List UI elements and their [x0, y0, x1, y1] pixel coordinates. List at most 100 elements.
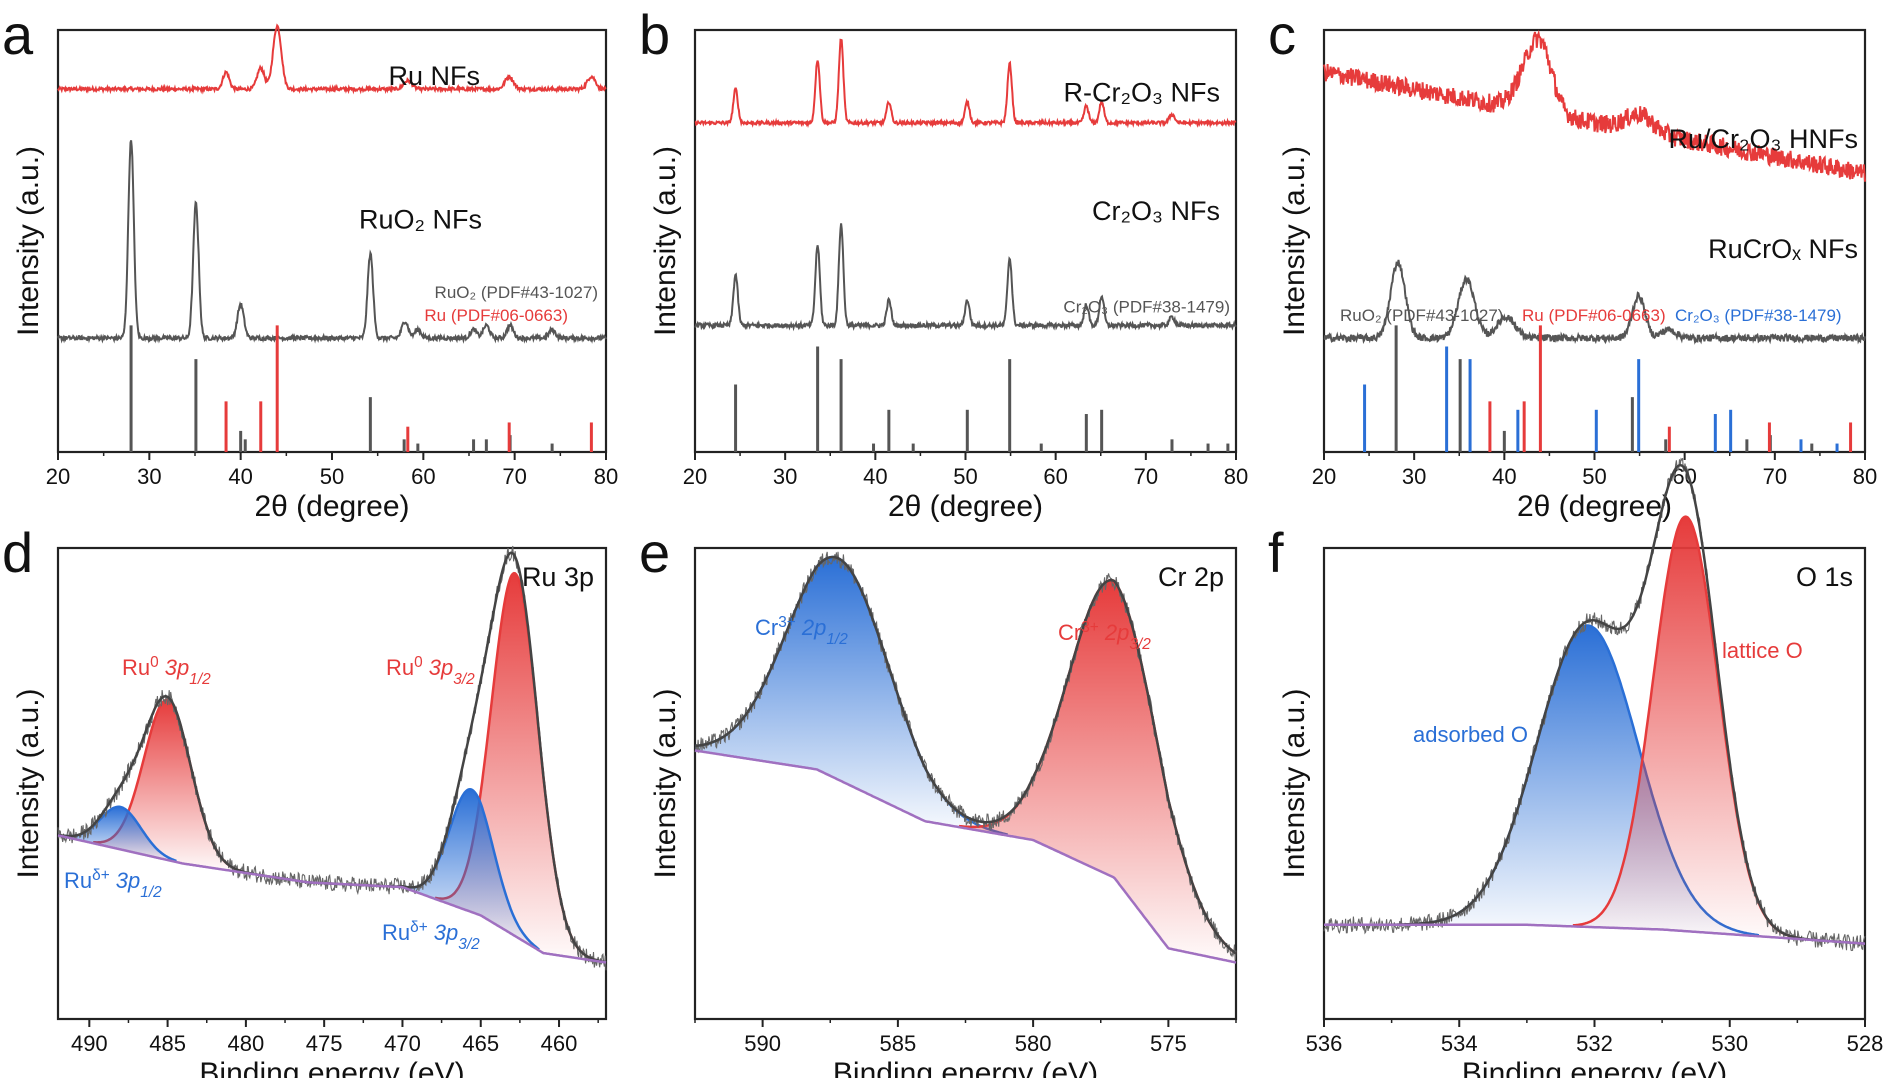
x-tick-label: 30: [773, 464, 797, 489]
x-tick-label: 575: [1150, 1031, 1187, 1056]
x-tick-label: 50: [320, 464, 344, 489]
core-level-title: Cr 2p: [1158, 562, 1224, 592]
series-line: [694, 223, 1237, 332]
component-label: Cr3+ 2p3/2: [1058, 619, 1151, 653]
x-tick-label: 30: [1402, 464, 1426, 489]
x-tick-label: 80: [594, 464, 618, 489]
core-level-title: Ru 3p: [522, 562, 594, 592]
x-tick-label: 490: [71, 1031, 108, 1056]
component-label: Ru0 3p1/2: [122, 654, 211, 688]
x-tick-label: 580: [1015, 1031, 1052, 1056]
component-fill: [695, 557, 1008, 836]
component-fill: [64, 806, 177, 862]
panel-label: b: [639, 3, 670, 66]
x-tick-label: 50: [1582, 464, 1606, 489]
x-axis-label: Binding energy (eV): [833, 1057, 1098, 1078]
series-label: Ru NFs: [388, 61, 480, 91]
x-tick-label: 70: [1134, 464, 1158, 489]
x-tick-label: 80: [1224, 464, 1248, 489]
x-tick-label: 20: [46, 464, 70, 489]
y-axis-label: Intensity (a.u.): [12, 688, 45, 878]
x-axis-label: Binding energy (eV): [199, 1057, 464, 1078]
background-line: [694, 749, 1237, 964]
x-tick-label: 460: [541, 1031, 578, 1056]
x-tick-label: 80: [1853, 464, 1877, 489]
x-tick-label: 536: [1306, 1031, 1343, 1056]
y-axis-label: Intensity (a.u.): [649, 146, 682, 336]
x-tick-label: 590: [744, 1031, 781, 1056]
series-label: Ru/Cr₂O₃ HNFs: [1669, 124, 1858, 154]
series-line: [1323, 259, 1866, 345]
x-tick-label: 480: [228, 1031, 265, 1056]
component-label: Cr3+ 2p1/2: [755, 614, 848, 648]
x-tick-label: 534: [1441, 1031, 1478, 1056]
reference-label: RuO₂ (PDF#43-1027): [435, 283, 598, 302]
component-label: Ruδ+ 3p3/2: [382, 919, 480, 953]
x-tick-label: 40: [228, 464, 252, 489]
series-label: R-Cr₂O₃ NFs: [1064, 78, 1220, 108]
series-line: [1323, 29, 1866, 182]
chart-panel-a: 20 30 40 50 60 70 80 2θ (degree) Intensity (a.u.…: [2, 3, 618, 523]
x-tick-label: 470: [384, 1031, 421, 1056]
x-tick-label: 40: [863, 464, 887, 489]
panel-label: c: [1268, 3, 1296, 66]
x-tick-label: 530: [1711, 1031, 1748, 1056]
y-axis-label: Intensity (a.u.): [1278, 688, 1311, 878]
series-line: [57, 140, 607, 344]
series-label: RuO₂ NFs: [359, 204, 482, 234]
chart-panel-e: 590 585 580 575 Binding energy (eV) Intensity…: [639, 521, 1238, 1078]
component-label: lattice O: [1722, 638, 1803, 663]
panel-label: d: [2, 521, 33, 584]
x-tick-label: 40: [1492, 464, 1516, 489]
x-tick-label: 70: [502, 464, 526, 489]
x-tick-label: 585: [880, 1031, 917, 1056]
x-axis-label: 2θ (degree): [888, 490, 1043, 523]
panel-label: a: [2, 3, 34, 66]
y-axis-label: Intensity (a.u.): [12, 146, 45, 336]
x-tick-label: 70: [1763, 464, 1787, 489]
x-tick-label: 60: [411, 464, 435, 489]
x-tick-label: 20: [683, 464, 707, 489]
x-axis-label: 2θ (degree): [1517, 490, 1672, 523]
chart-panel-f: 536 534 532 530 528 Binding energy (eV) Intens…: [1268, 457, 1884, 1078]
component-fill: [403, 789, 540, 951]
x-tick-label: 475: [306, 1031, 343, 1056]
chart-panel-b: 20 30 40 50 60 70 80 2θ (degree) Intensity (a.u.…: [639, 3, 1248, 523]
panel-label: e: [639, 521, 670, 584]
component-label: Ru0 3p3/2: [386, 654, 475, 688]
plot-frame: [56, 546, 608, 1021]
x-tick-label: 532: [1576, 1031, 1613, 1056]
component-fill: [1572, 516, 1799, 939]
x-axis-label: 2θ (degree): [254, 490, 409, 523]
core-level-title: O 1s: [1796, 562, 1853, 592]
reference-label: Cr₂O₃ (PDF#38-1479): [1063, 298, 1230, 317]
x-tick-label: 30: [137, 464, 161, 489]
envelope-line: [694, 555, 1237, 955]
chart-panel-d: 490 485 480 475 470 465 460 Binding energy (eV)…: [2, 521, 608, 1078]
series-label: Cr₂O₃ NFs: [1092, 196, 1220, 226]
x-tick-label: 50: [953, 464, 977, 489]
component-fill: [959, 580, 1236, 963]
x-tick-label: 60: [1043, 464, 1067, 489]
panel-label: f: [1268, 521, 1284, 584]
x-tick-label: 20: [1312, 464, 1336, 489]
plot-frame: [56, 28, 608, 454]
background-line: [1324, 923, 1865, 945]
x-tick-label: 465: [462, 1031, 499, 1056]
background-line: [57, 834, 607, 964]
component-label: Ruδ+ 3p1/2: [64, 867, 162, 901]
reference-label: Ru (PDF#06-0663): [1522, 306, 1666, 325]
x-tick-label: 528: [1847, 1031, 1884, 1056]
x-tick-label: 485: [149, 1031, 186, 1056]
reference-label: Ru (PDF#06-0663): [424, 306, 568, 325]
y-axis-label: Intensity (a.u.): [649, 688, 682, 878]
reference-label: Cr₂O₃ (PDF#38-1479): [1675, 306, 1842, 325]
component-label: adsorbed O: [1413, 722, 1528, 747]
series-line: [57, 23, 607, 95]
series-label: RuCrOₓ NFs: [1708, 234, 1858, 264]
reference-label: RuO₂ (PDF#43-1027): [1340, 306, 1503, 325]
x-axis-label: Binding energy (eV): [1462, 1057, 1727, 1078]
series-line: [694, 38, 1237, 129]
